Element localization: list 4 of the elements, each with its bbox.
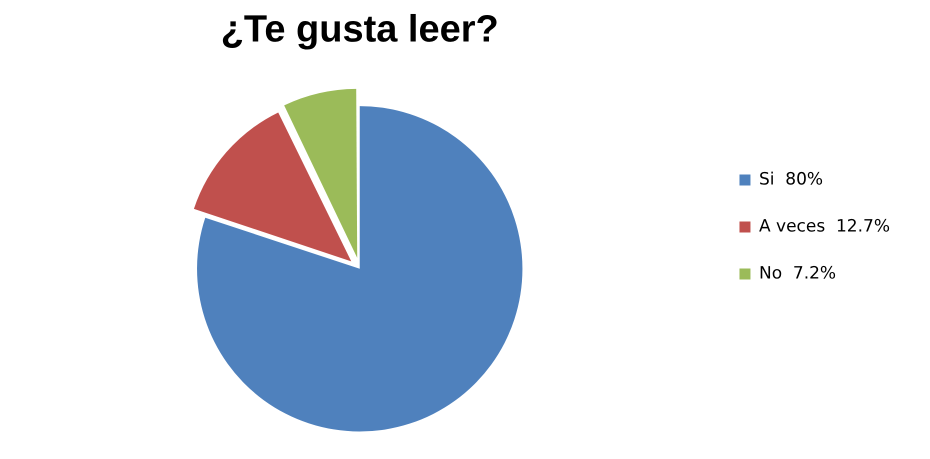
legend-label: A veces 12.7% [758,216,890,236]
legend-label: Si 80% [758,169,824,190]
legend-label: No 7.2% [758,263,836,284]
chart-title: ¿Te gusta leer? [220,8,499,50]
